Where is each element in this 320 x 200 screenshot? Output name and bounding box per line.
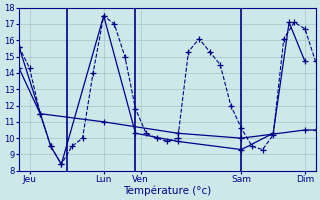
X-axis label: Température (°c): Température (°c) bbox=[123, 185, 212, 196]
